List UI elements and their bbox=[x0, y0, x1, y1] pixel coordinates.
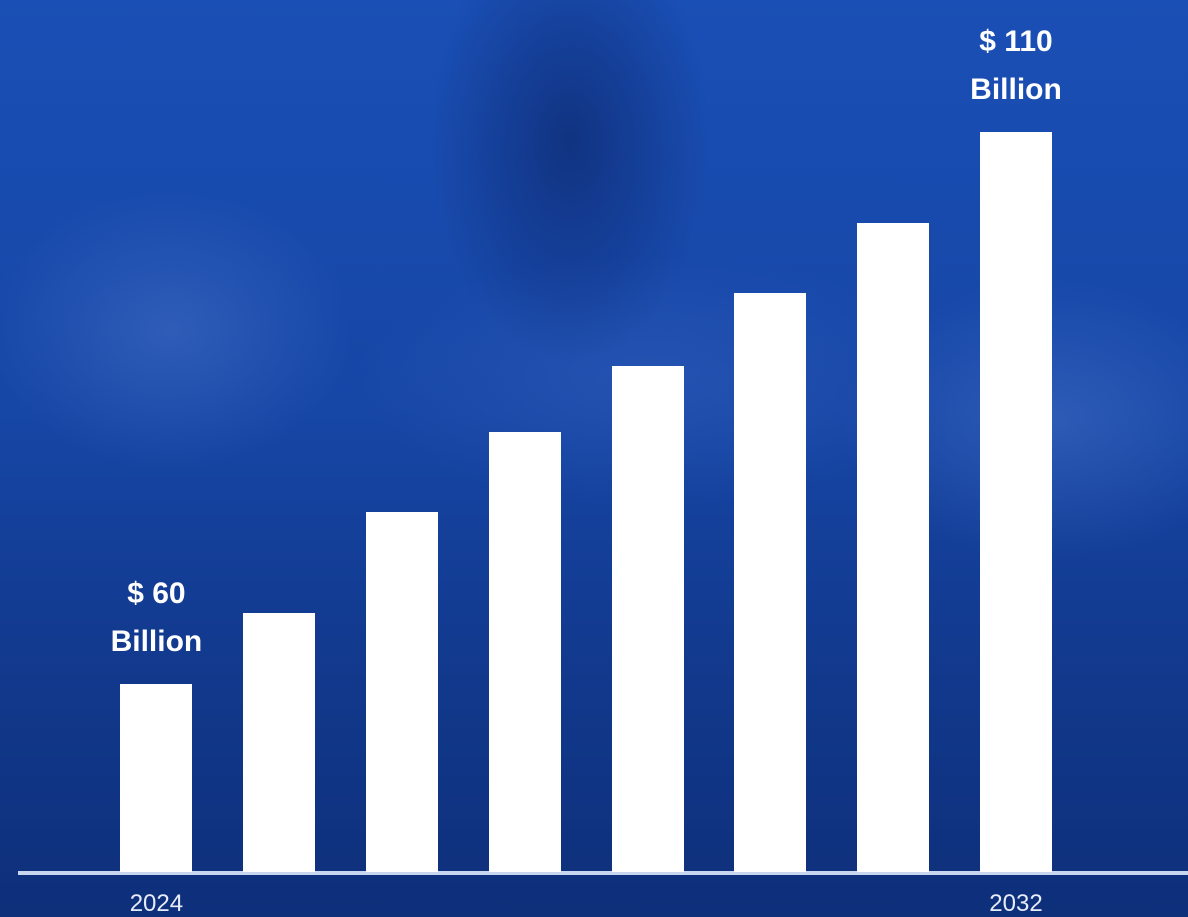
x-tick-label: 2024 bbox=[129, 890, 184, 917]
bar bbox=[120, 684, 193, 872]
value-label: $ 110 Billion bbox=[970, 25, 1062, 107]
value-label: $ 60 Billion bbox=[110, 577, 203, 659]
bar bbox=[488, 431, 561, 872]
bar bbox=[980, 132, 1052, 872]
bar bbox=[734, 292, 807, 872]
x-tick-label: 2032 bbox=[989, 890, 1043, 917]
bar bbox=[857, 222, 930, 872]
bar bbox=[243, 612, 316, 872]
x-axis-line bbox=[18, 871, 1188, 875]
bar bbox=[366, 512, 438, 872]
bar bbox=[611, 366, 684, 872]
